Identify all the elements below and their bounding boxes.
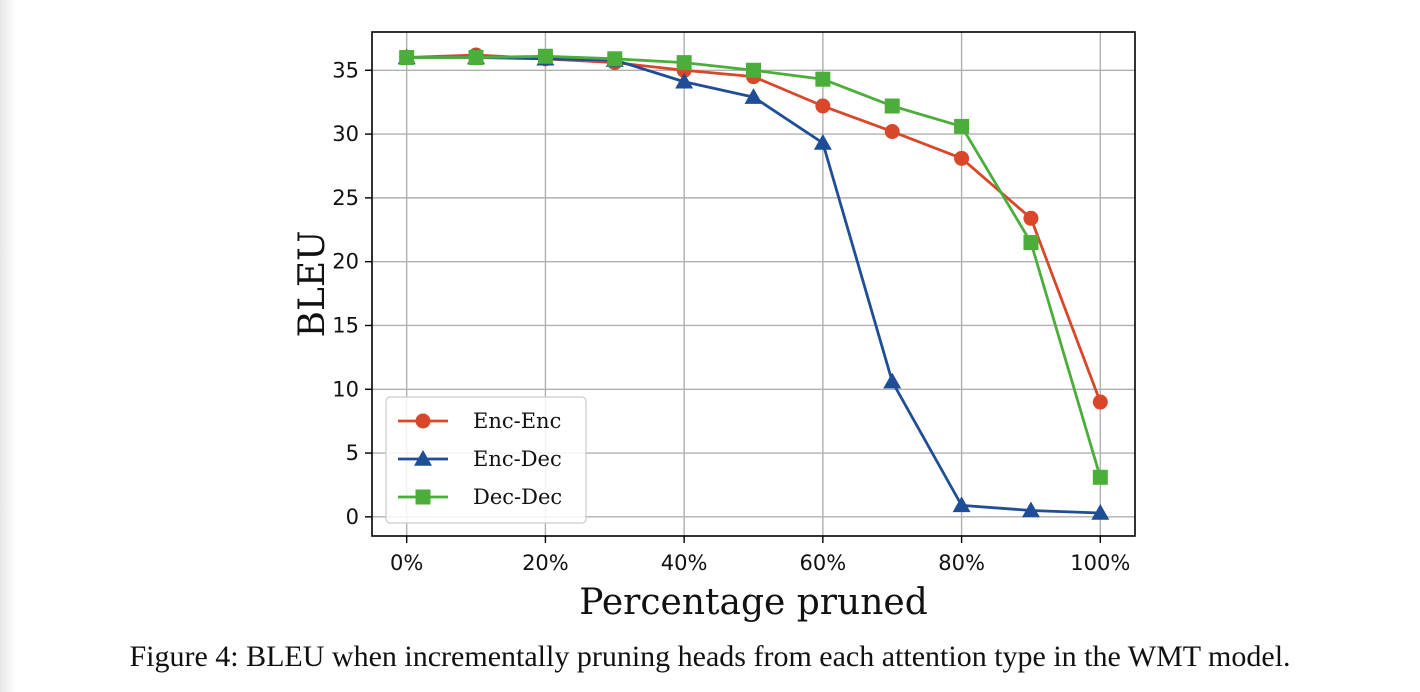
x-axis-label: Percentage pruned	[579, 582, 927, 623]
data-point-enc-enc	[954, 150, 970, 166]
legend-marker-dec-dec	[415, 489, 431, 505]
data-point-dec-dec	[1023, 235, 1039, 251]
data-point-dec-dec	[954, 118, 970, 134]
y-axis-label: BLEU	[292, 231, 333, 338]
series-layer	[397, 47, 1110, 520]
data-point-enc-dec	[1021, 501, 1040, 518]
x-tick-label: 40%	[661, 551, 708, 575]
x-tick-label: 0%	[390, 551, 423, 575]
data-point-dec-dec	[468, 50, 484, 66]
figure-caption: Figure 4: BLEU when incrementally prunin…	[129, 640, 1291, 673]
legend-marker-enc-enc	[415, 413, 431, 429]
y-tick-label: 0	[346, 505, 359, 529]
x-tick-label: 100%	[1070, 551, 1130, 575]
data-point-dec-dec	[676, 55, 692, 71]
series-dec-dec	[399, 48, 1108, 485]
data-point-enc-enc	[1092, 394, 1108, 410]
data-point-enc-dec	[1091, 504, 1110, 520]
data-point-enc-enc	[884, 124, 900, 140]
legend-label-enc-dec: Enc-Dec	[473, 447, 562, 471]
data-point-enc-dec	[744, 88, 763, 104]
x-tick-label: 80%	[938, 551, 985, 575]
y-tick-label: 10	[332, 377, 359, 401]
x-tick-label: 20%	[522, 551, 569, 575]
legend-marker-enc-dec	[414, 450, 432, 466]
data-point-enc-dec	[952, 496, 971, 513]
legend-label-dec-dec: Dec-Dec	[473, 485, 562, 509]
y-tick-label: 15	[332, 313, 359, 337]
series-line-enc-enc	[406, 53, 1102, 403]
data-point-dec-dec	[537, 48, 553, 64]
legend-box	[385, 396, 587, 524]
data-point-dec-dec	[607, 51, 623, 67]
data-point-dec-dec	[1092, 469, 1108, 485]
data-point-dec-dec	[399, 50, 415, 66]
data-point-enc-dec	[883, 372, 902, 389]
data-point-dec-dec	[884, 98, 900, 114]
data-point-dec-dec	[815, 71, 831, 87]
legend-label-enc-enc: Enc-Enc	[473, 409, 561, 433]
y-tick-label: 20	[332, 250, 359, 274]
y-tick-label: 25	[332, 186, 359, 210]
data-point-enc-dec	[813, 134, 832, 150]
data-point-enc-dec	[675, 72, 694, 89]
y-tick-label: 5	[346, 441, 359, 465]
y-tick-label: 35	[332, 58, 359, 82]
data-point-dec-dec	[746, 62, 761, 78]
data-point-enc-enc	[1023, 210, 1039, 226]
line-chart: 0% 20% 40% 60% 80% 100% 0 5 10 15 20 25 30 35 Percent…	[292, 31, 1136, 623]
y-tick-label: 30	[332, 122, 359, 146]
data-point-enc-enc	[815, 98, 831, 114]
legend: Enc-Enc Enc-Dec Dec-Dec	[385, 396, 587, 524]
ticks: 0% 20% 40% 60% 80% 100% 0 5 10 15 20 25 30 35	[332, 58, 1130, 575]
left-edge-shadow	[0, 0, 16, 692]
x-tick-label: 60%	[800, 551, 847, 575]
plot-frame	[371, 31, 1136, 537]
